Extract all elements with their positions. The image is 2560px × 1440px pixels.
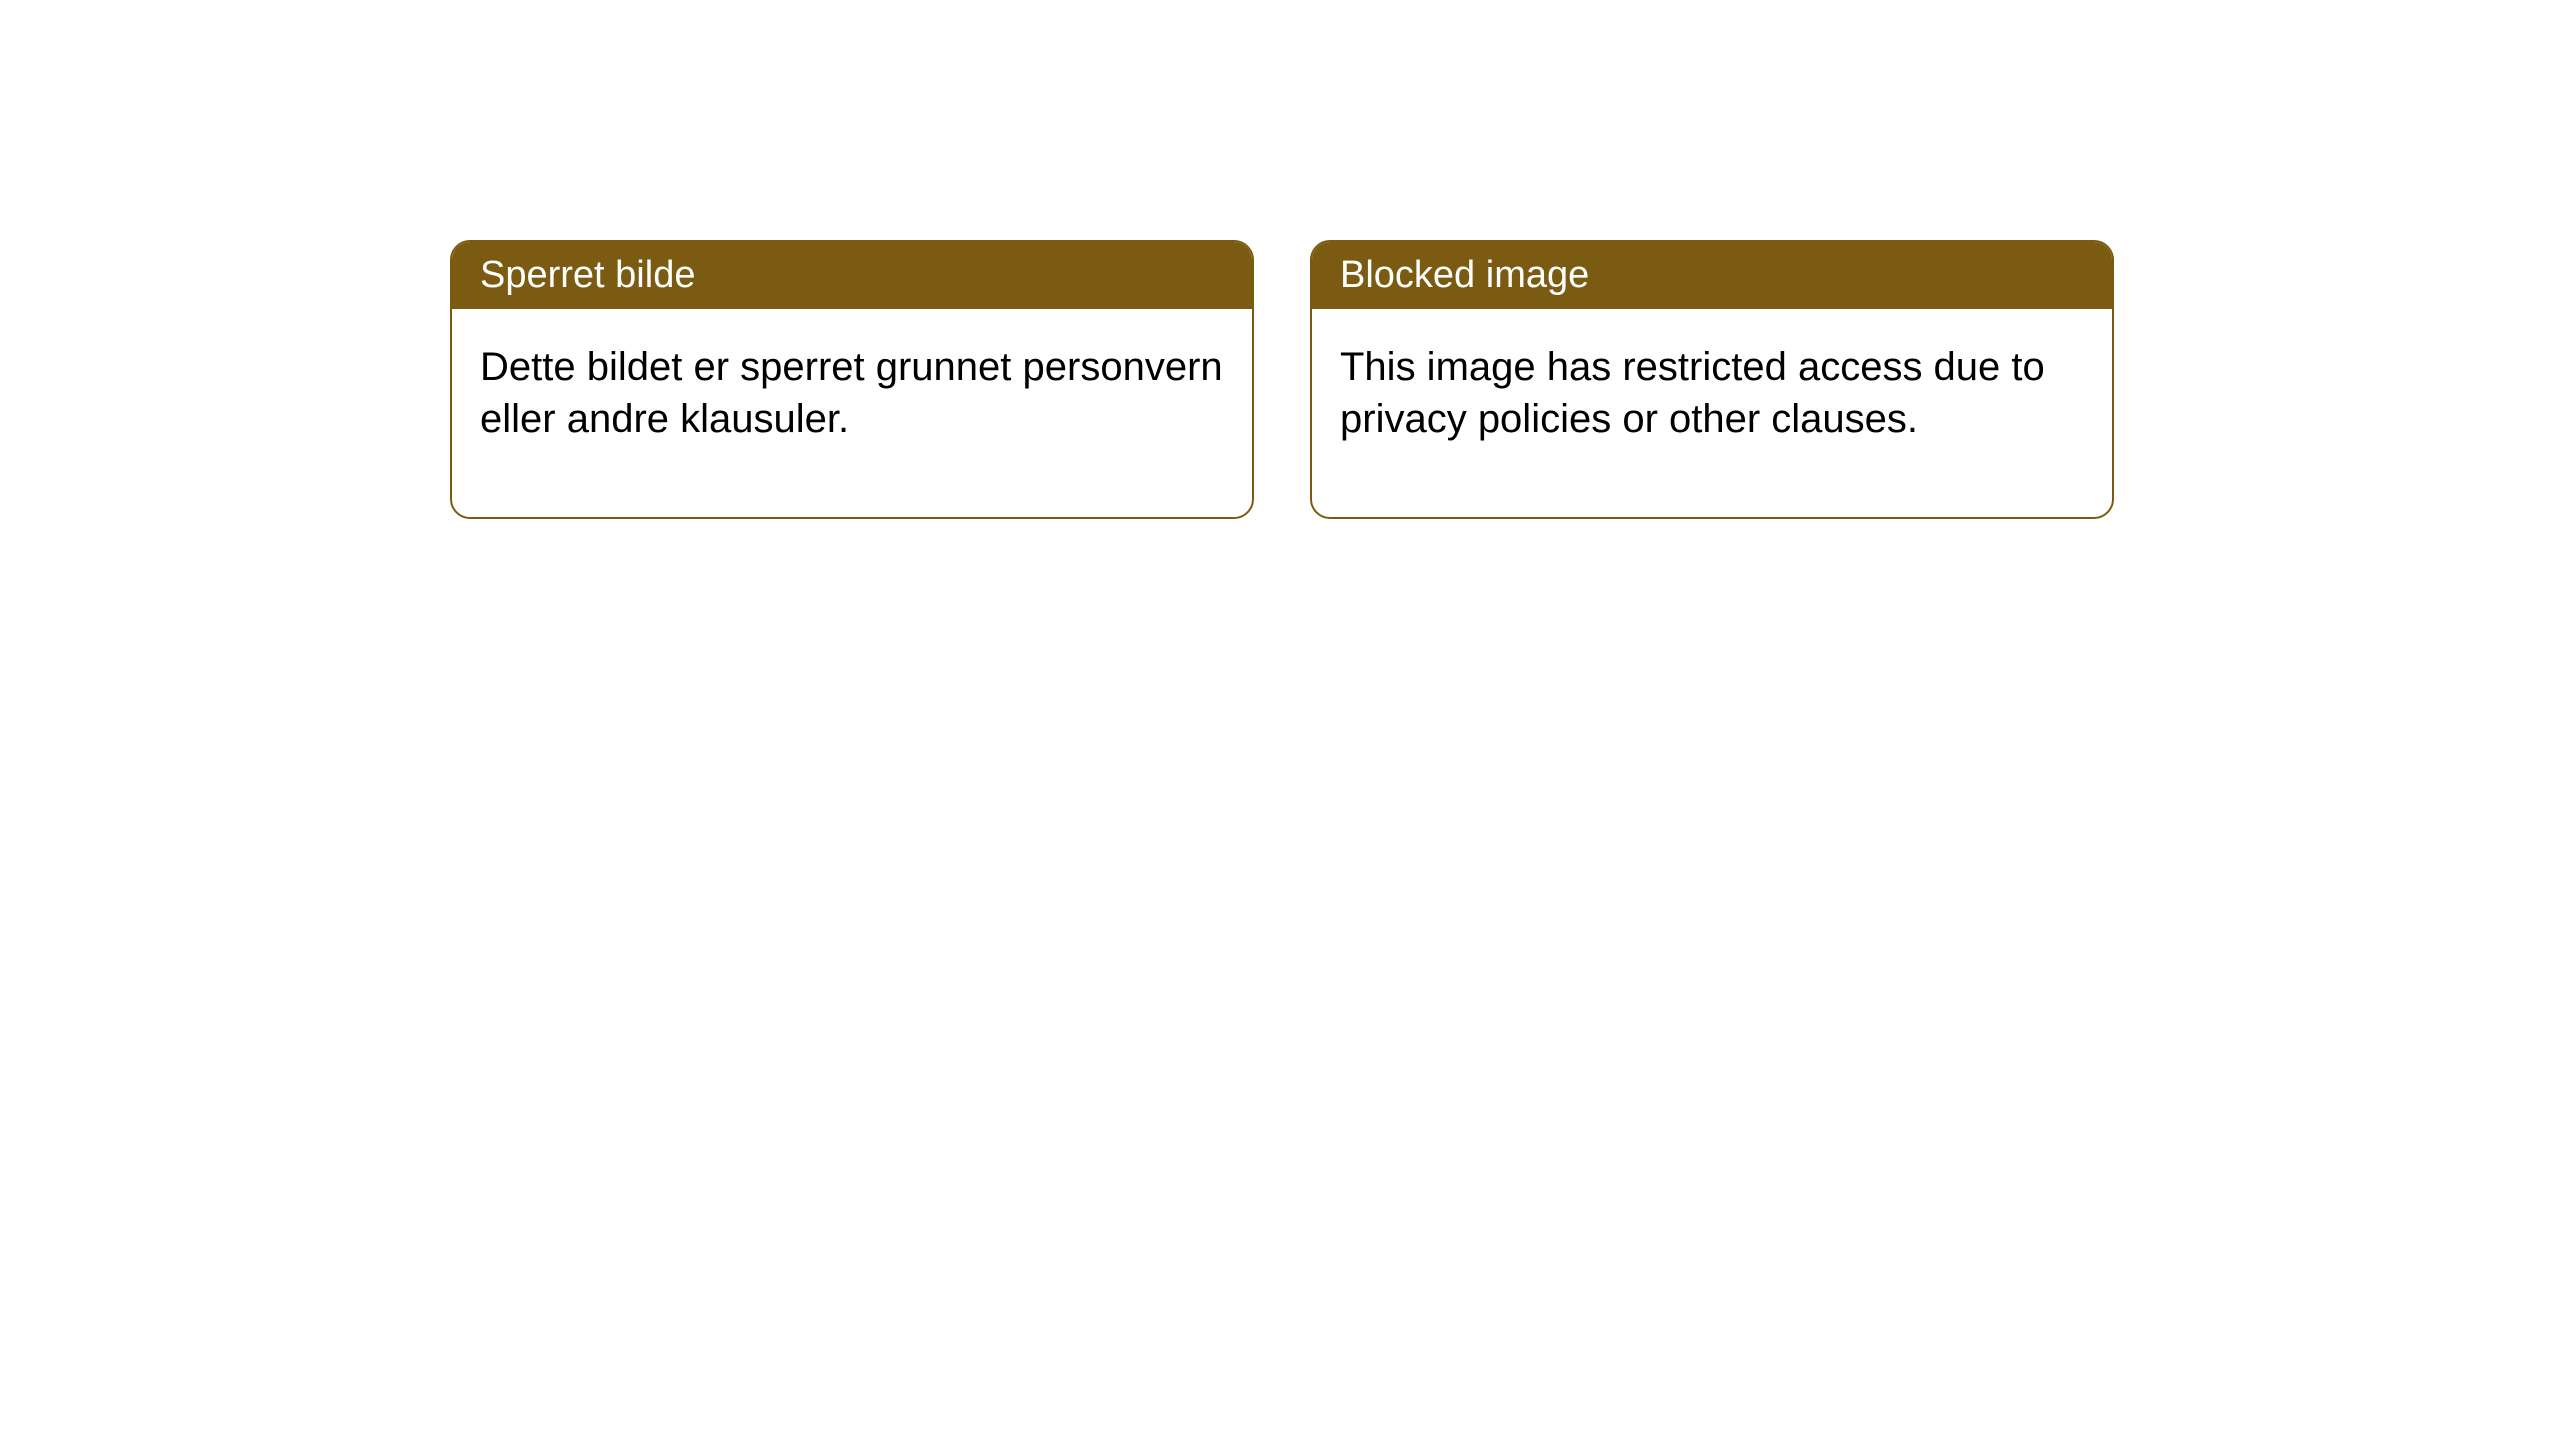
notice-cards-container: Sperret bilde Dette bildet er sperret gr… bbox=[450, 240, 2560, 519]
card-body: This image has restricted access due to … bbox=[1312, 309, 2112, 517]
card-body-text: This image has restricted access due to … bbox=[1340, 345, 2045, 441]
card-header: Sperret bilde bbox=[452, 242, 1252, 309]
card-body-text: Dette bildet er sperret grunnet personve… bbox=[480, 345, 1223, 441]
notice-card-english: Blocked image This image has restricted … bbox=[1310, 240, 2114, 519]
card-body: Dette bildet er sperret grunnet personve… bbox=[452, 309, 1252, 517]
card-title: Sperret bilde bbox=[480, 254, 695, 296]
card-title: Blocked image bbox=[1340, 254, 1589, 296]
notice-card-norwegian: Sperret bilde Dette bildet er sperret gr… bbox=[450, 240, 1254, 519]
card-header: Blocked image bbox=[1312, 242, 2112, 309]
